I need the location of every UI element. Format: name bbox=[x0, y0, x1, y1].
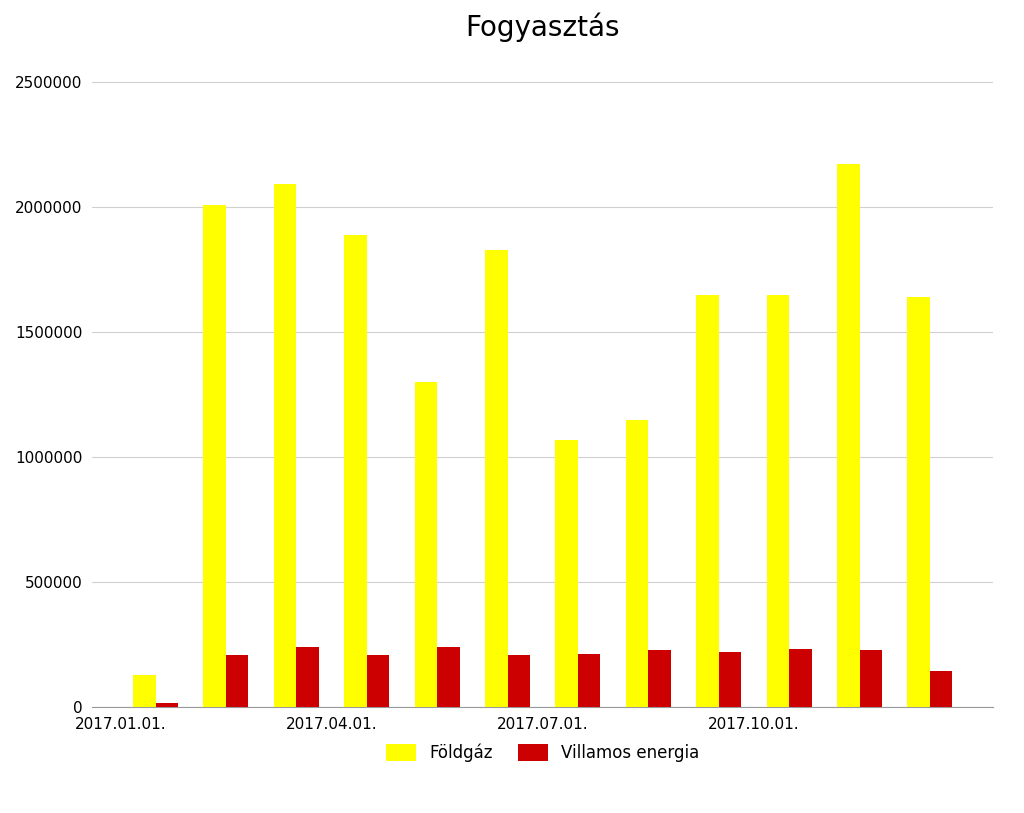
Bar bbox=[578, 654, 600, 707]
Bar bbox=[719, 652, 741, 707]
Legend: Földgáz, Villamos energia: Földgáz, Villamos energia bbox=[378, 735, 708, 771]
Bar bbox=[508, 654, 530, 707]
Bar bbox=[273, 185, 296, 707]
Bar bbox=[626, 420, 648, 707]
Bar bbox=[204, 205, 226, 707]
Bar bbox=[415, 382, 437, 707]
Bar bbox=[367, 654, 389, 707]
Bar bbox=[156, 702, 178, 707]
Bar bbox=[859, 650, 882, 707]
Bar bbox=[907, 297, 930, 707]
Bar bbox=[555, 440, 578, 707]
Bar bbox=[485, 250, 508, 707]
Bar bbox=[930, 671, 952, 707]
Bar bbox=[296, 647, 318, 707]
Bar bbox=[226, 654, 249, 707]
Bar bbox=[696, 294, 719, 707]
Bar bbox=[133, 675, 156, 707]
Bar bbox=[437, 647, 460, 707]
Title: Fogyasztás: Fogyasztás bbox=[466, 12, 620, 42]
Bar bbox=[790, 649, 812, 707]
Bar bbox=[648, 650, 671, 707]
Bar bbox=[767, 294, 790, 707]
Bar bbox=[344, 234, 367, 707]
Bar bbox=[837, 164, 859, 707]
